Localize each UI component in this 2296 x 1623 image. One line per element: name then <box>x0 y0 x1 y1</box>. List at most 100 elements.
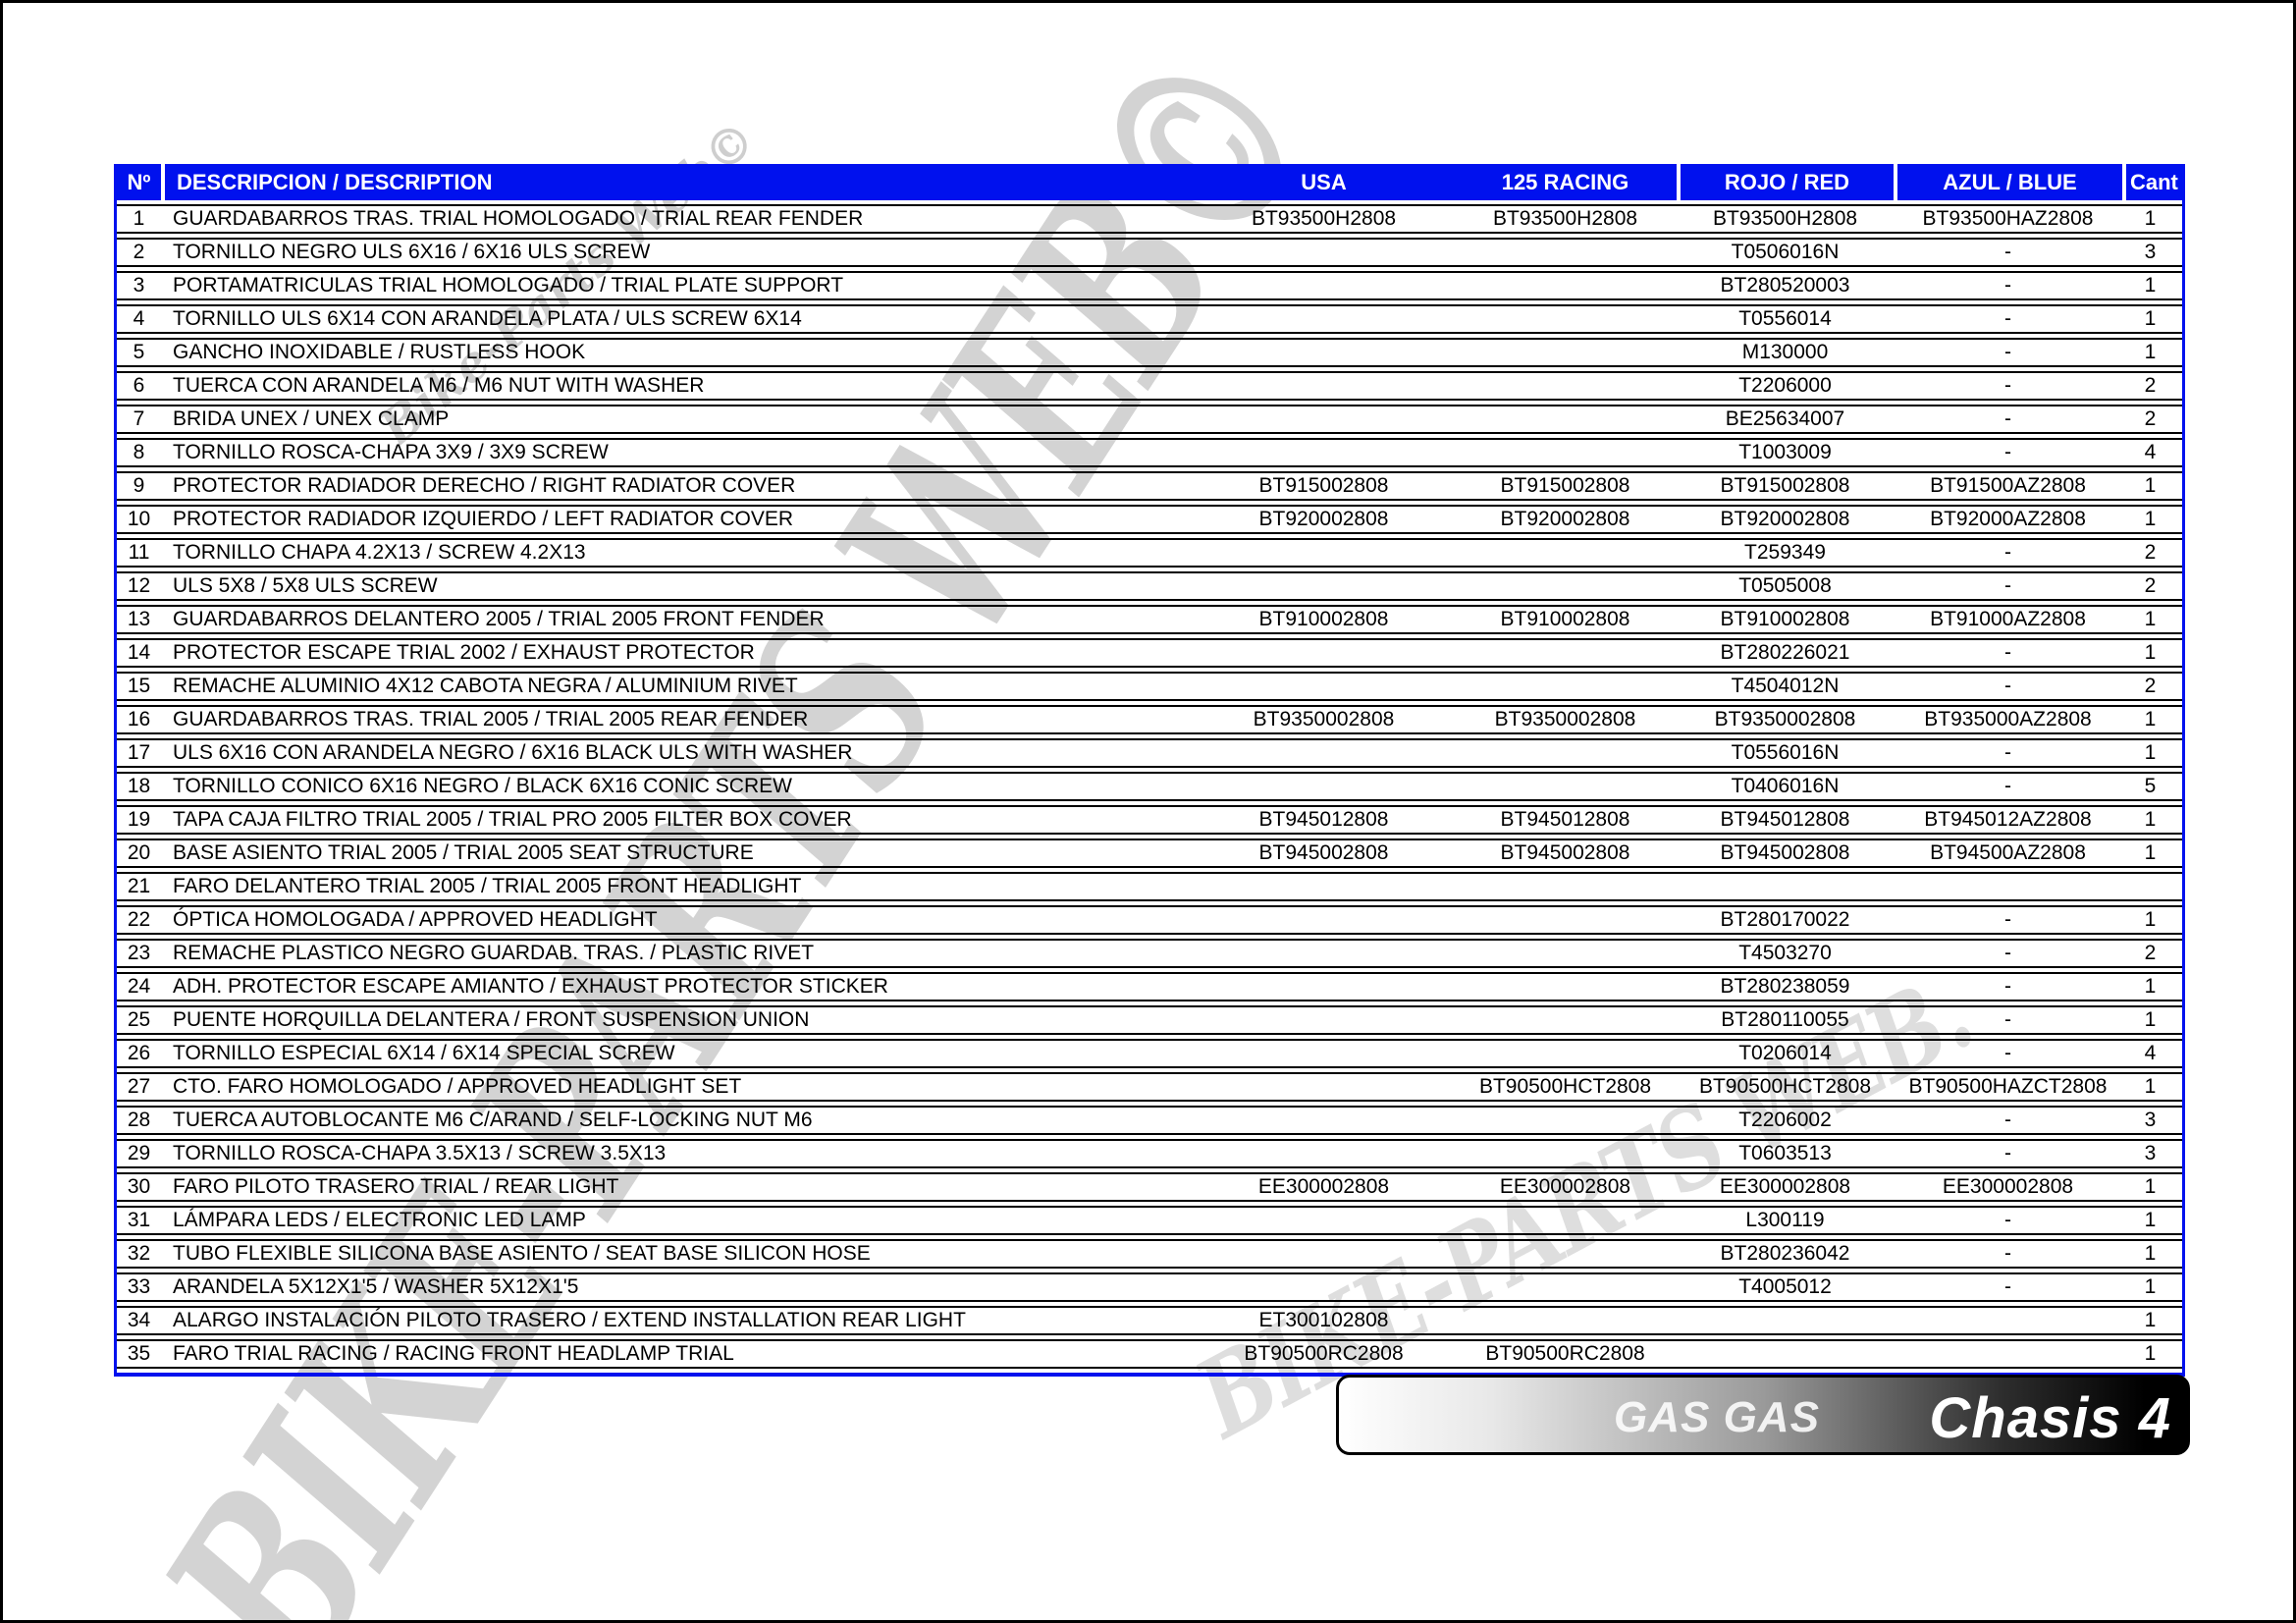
row-number-cell: 11 <box>128 541 150 564</box>
azul-part-cell: - <box>2004 407 2011 430</box>
usa-part-cell <box>1194 1007 1454 1033</box>
rojo-part-cell: T0603513 <box>1738 1142 1832 1164</box>
rojo-part-cell: T2206002 <box>1738 1109 1832 1131</box>
usa-part-cell: BT915002808 <box>1258 474 1389 497</box>
usa-part-cell <box>1194 941 1454 966</box>
usa-part-cell <box>1194 340 1454 365</box>
azul-part-cell: - <box>2004 975 2011 998</box>
column-header-rojo-red: ROJO / RED <box>1677 164 1894 200</box>
azul-part-cell: BT945012AZ2808 <box>1924 808 2092 831</box>
rojo-part-cell: BT945002808 <box>1720 841 1850 864</box>
quantity-cell: 2 <box>2144 407 2157 430</box>
racing-part-cell <box>1454 540 1677 566</box>
quantity-cell: 1 <box>2144 474 2157 497</box>
usa-part-cell <box>1194 273 1454 298</box>
description-cell: PUENTE HORQUILLA DELANTERA / FRONT SUSPE… <box>173 1008 810 1031</box>
usa-part-cell <box>1194 1041 1454 1066</box>
racing-part-cell <box>1454 1308 1677 1333</box>
row-number-cell: 14 <box>127 641 151 664</box>
quantity-cell: 1 <box>2144 641 2157 664</box>
racing-part-cell <box>1454 440 1677 465</box>
azul-part-cell: - <box>2004 675 2011 697</box>
description-cell: ULS 6X16 CON ARANDELA NEGRO / 6X16 BLACK… <box>173 741 853 764</box>
usa-part-cell <box>1194 440 1454 465</box>
quantity-cell: 1 <box>2144 1175 2157 1198</box>
row-number-cell: 7 <box>133 407 145 430</box>
rojo-part-cell: T0505008 <box>1738 574 1832 597</box>
rojo-part-cell: T2206000 <box>1738 374 1832 397</box>
rojo-part-cell: BT9350002808 <box>1714 708 1856 730</box>
usa-part-cell <box>1194 573 1454 599</box>
description-cell: TORNILLO CHAPA 4.2X13 / SCREW 4.2X13 <box>173 541 586 564</box>
quantity-cell: 1 <box>2144 1075 2157 1098</box>
row-number-cell: 19 <box>127 808 151 831</box>
azul-part-cell: - <box>2004 341 2011 363</box>
usa-part-cell <box>1194 640 1454 666</box>
table-row: 2 TORNILLO NEGRO ULS 6X16 / 6X16 ULS SCRE… <box>117 238 2182 267</box>
description-cell: TAPA CAJA FILTRO TRIAL 2005 / TRIAL PRO … <box>173 808 852 831</box>
table-row: 24 ADH. PROTECTOR ESCAPE AMIANTO / EXHAUS… <box>117 972 2182 1001</box>
usa-part-cell <box>1194 1074 1454 1100</box>
racing-part-cell <box>1454 1041 1677 1066</box>
quantity-cell: 3 <box>2144 1109 2157 1131</box>
azul-part-cell <box>1894 1308 2122 1333</box>
table-row: 18 TORNILLO CONICO 6X16 NEGRO / BLACK 6X1… <box>117 772 2182 801</box>
usa-part-cell <box>1194 540 1454 566</box>
quantity-cell: 5 <box>2144 775 2157 797</box>
azul-part-cell: - <box>2004 641 2011 664</box>
rojo-part-cell: BT93500H2808 <box>1712 207 1858 230</box>
racing-part-cell <box>1454 941 1677 966</box>
table-row: 15 REMACHE ALUMINIO 4X12 CABOTA NEGRA / A… <box>117 672 2182 701</box>
azul-part-cell: - <box>2004 541 2011 564</box>
table-row: 11 TORNILLO CHAPA 4.2X13 / SCREW 4.2X13 T2… <box>117 538 2182 568</box>
row-number-cell: 18 <box>127 775 151 797</box>
rojo-part-cell: BT920002808 <box>1720 508 1850 530</box>
azul-part-cell: BT91500AZ2808 <box>1930 474 2086 497</box>
racing-part-cell <box>1454 1007 1677 1033</box>
rojo-part-cell: T0556014 <box>1738 307 1832 330</box>
usa-part-cell <box>1194 974 1454 1000</box>
racing-part-cell <box>1454 1141 1677 1166</box>
table-row: 34 ALARGO INSTALACIÓN PILOTO TRASERO / EX… <box>117 1306 2182 1335</box>
table-row: 13 GUARDABARROS DELANTERO 2005 / TRIAL 20… <box>117 605 2182 634</box>
table-row: 16 GUARDABARROS TRAS. TRIAL 2005 / TRIAL … <box>117 705 2182 734</box>
column-header-usa: USA <box>1301 169 1347 194</box>
column-header-description: DESCRIPCION / DESCRIPTION <box>161 164 1194 200</box>
usa-part-cell <box>1194 1208 1454 1233</box>
racing-part-cell <box>1454 1274 1677 1300</box>
row-number-cell: 23 <box>127 942 151 964</box>
description-cell: BRIDA UNEX / UNEX CLAMP <box>173 407 450 430</box>
description-cell: TUERCA AUTOBLOCANTE M6 C/ARAND / SELF-LO… <box>173 1109 813 1131</box>
rojo-part-cell: T0206014 <box>1738 1042 1832 1064</box>
row-number-cell: 24 <box>127 975 151 998</box>
table-row: 20 BASE ASIENTO TRIAL 2005 / TRIAL 2005 S… <box>117 839 2182 868</box>
azul-part-cell: - <box>2004 741 2011 764</box>
racing-part-cell <box>1454 1208 1677 1233</box>
azul-part-cell <box>1894 1341 2122 1367</box>
azul-part-cell: EE300002808 <box>1942 1175 2074 1198</box>
rojo-part-cell: BT90500HCT2808 <box>1698 1075 1872 1098</box>
table-row: 29 TORNILLO ROSCA-CHAPA 3.5X13 / SCREW 3.… <box>117 1139 2182 1168</box>
quantity-cell: 1 <box>2144 1209 2157 1231</box>
row-number-cell: 22 <box>127 908 151 931</box>
azul-part-cell: - <box>2004 775 2011 797</box>
quantity-cell: 1 <box>2144 1242 2157 1265</box>
racing-part-cell <box>1454 907 1677 933</box>
description-cell: CTO. FARO HOMOLOGADO / APPROVED HEADLIGH… <box>173 1075 742 1098</box>
row-number-cell: 32 <box>127 1242 151 1265</box>
table-row: 27 CTO. FARO HOMOLOGADO / APPROVED HEADLI… <box>117 1072 2182 1102</box>
table-row: 7 BRIDA UNEX / UNEX CLAMP BE25634007 - 2 <box>117 405 2182 434</box>
description-cell: TORNILLO ROSCA-CHAPA 3X9 / 3X9 SCREW <box>173 441 609 463</box>
usa-part-cell <box>1194 874 1454 899</box>
racing-part-cell <box>1454 874 1677 899</box>
racing-part-cell <box>1454 306 1677 332</box>
row-number-cell: 33 <box>127 1275 151 1298</box>
azul-part-cell: - <box>2004 908 2011 931</box>
racing-part-cell <box>1454 406 1677 432</box>
column-header-quantity: Cant. <box>2122 164 2178 200</box>
table-row: 14 PROTECTOR ESCAPE TRIAL 2002 / EXHAUST … <box>117 638 2182 668</box>
racing-part-cell <box>1454 640 1677 666</box>
parts-table: Nº DESCRIPCION / DESCRIPTION USA 125 RAC… <box>114 164 2185 1377</box>
row-number-cell: 4 <box>133 307 145 330</box>
description-cell: PROTECTOR RADIADOR DERECHO / RIGHT RADIA… <box>173 474 796 497</box>
